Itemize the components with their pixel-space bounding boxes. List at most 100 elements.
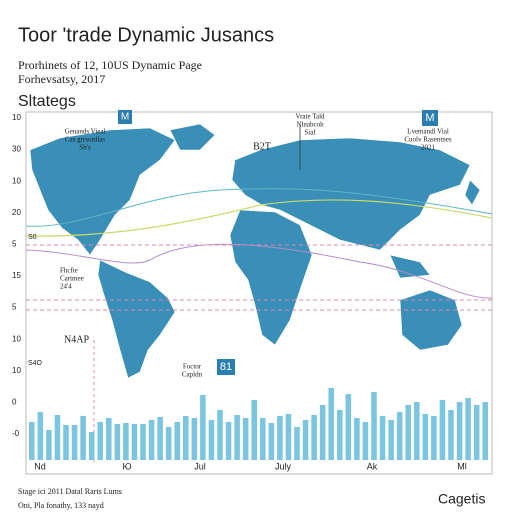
bar <box>37 412 44 460</box>
footer-line: Stage ісі 2011 Datal Rarts Lums <box>18 487 122 496</box>
bar <box>260 418 266 460</box>
bar <box>431 416 437 460</box>
bar <box>200 395 206 460</box>
bar <box>482 402 489 460</box>
x-label: Ml <box>457 461 467 471</box>
y-label: 20 <box>12 208 21 217</box>
bar <box>337 410 343 460</box>
y-label: 10 <box>12 113 21 122</box>
bar <box>379 416 386 460</box>
bar <box>54 415 61 460</box>
bar <box>319 405 326 460</box>
bar <box>165 427 172 460</box>
y-label: 15 <box>12 271 21 280</box>
bar <box>174 422 181 460</box>
bar <box>114 424 121 460</box>
title: Toor 'trade Dynamic Jusancs <box>18 24 274 46</box>
annotation: 24'4 <box>60 283 72 291</box>
subtitle: Prorhinets of 12, 10US Dynamic Page <box>18 58 202 72</box>
bar <box>456 402 463 460</box>
bar <box>311 415 317 460</box>
annotation: 2021 <box>421 144 436 152</box>
annotation: Genands Vieal <box>65 128 106 136</box>
y-label: 10 <box>12 176 21 185</box>
subtitle: Forhevsatsy, 2017 <box>18 72 105 86</box>
bar <box>439 400 446 460</box>
bar <box>71 425 78 460</box>
bar <box>396 412 403 460</box>
x-label: July <box>275 461 292 471</box>
bar <box>371 392 377 460</box>
inner-label: S4O <box>28 360 43 367</box>
bar <box>414 402 420 460</box>
bar <box>448 410 454 460</box>
annotation: Cuolv Rasentnes <box>404 136 452 144</box>
annotation: N4AP <box>64 334 89 345</box>
annotation: B2T <box>253 141 271 152</box>
bar <box>191 418 198 460</box>
bar <box>97 422 104 460</box>
bar <box>345 394 352 460</box>
bar <box>362 422 369 460</box>
section-title: Sltategs <box>18 93 76 110</box>
bar <box>123 423 129 460</box>
bar <box>80 416 86 460</box>
bar <box>46 430 52 460</box>
bar <box>131 424 138 460</box>
y-label: 0 <box>12 398 17 407</box>
annotation: Lvemandl Vial <box>407 128 449 136</box>
bar <box>140 424 146 460</box>
y-label: 30 <box>12 145 21 154</box>
x-label: Jul <box>194 461 206 471</box>
x-label: Ю <box>122 461 131 471</box>
overlay-lines <box>25 125 493 462</box>
annotation: Cas grrsordlas <box>65 136 106 144</box>
bar <box>208 420 215 460</box>
bar <box>465 398 471 460</box>
footer-right: Cagetis <box>438 491 485 507</box>
annotation: Siaf <box>304 129 316 137</box>
bar <box>388 420 394 460</box>
badge: 81 <box>220 361 232 373</box>
y-label: 5 <box>12 303 17 312</box>
footer-line: Oni, Pla fonathy, 133 nayd <box>18 501 104 510</box>
annotation: Foctor <box>183 363 202 371</box>
bar <box>328 388 335 460</box>
bar <box>63 425 69 460</box>
annotation: Nlnabcoh <box>296 121 324 129</box>
y-label: 10 <box>12 334 21 343</box>
bar <box>405 405 412 460</box>
bar <box>473 405 480 460</box>
inner-label: S0 <box>28 234 37 241</box>
annotation: Fhcfte <box>60 267 78 275</box>
bar <box>106 418 112 460</box>
y-label: -0 <box>12 429 20 438</box>
bar <box>88 432 95 460</box>
bar <box>285 414 292 460</box>
bar <box>268 423 275 460</box>
bar <box>354 418 360 460</box>
annotation: Sb's <box>79 144 91 152</box>
bar <box>277 416 283 460</box>
x-label: Ak <box>367 461 378 471</box>
bar <box>183 416 189 460</box>
bar <box>157 417 163 460</box>
y-label: 5 <box>12 240 17 249</box>
bar <box>242 418 249 460</box>
bar <box>29 422 35 460</box>
bar <box>148 420 155 460</box>
badge: M <box>121 112 129 123</box>
annotation: Vrate Tald <box>295 113 325 121</box>
bar <box>217 410 223 460</box>
annotation: Capldn <box>182 371 203 379</box>
bar <box>422 414 429 460</box>
bar <box>234 415 240 460</box>
bar <box>294 427 300 460</box>
bar <box>225 422 232 460</box>
bar <box>302 420 309 460</box>
badges: M M 81 <box>118 110 438 375</box>
y-label: 10 <box>12 366 21 375</box>
x-label: Nd <box>34 461 46 471</box>
badge: M <box>425 112 434 124</box>
